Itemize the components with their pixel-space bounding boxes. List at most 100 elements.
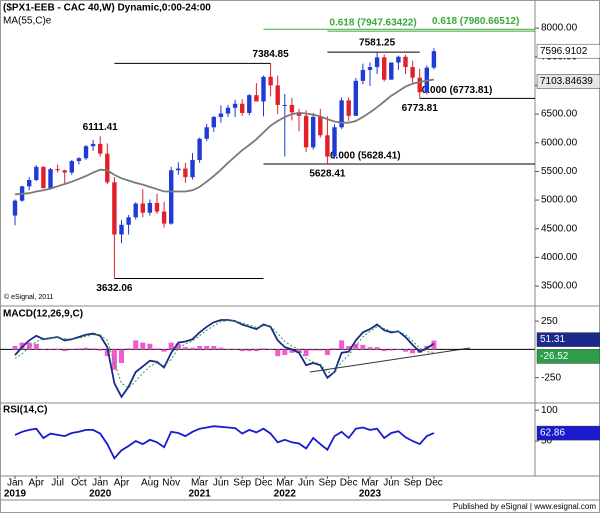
histogram-bar	[40, 349, 46, 350]
histogram-bar	[246, 349, 252, 352]
level-label: 0.618 (7947.63422)	[329, 18, 416, 29]
histogram-bar	[317, 349, 323, 351]
y-tick-label: 250	[541, 316, 558, 327]
x-tick-label: Aug	[141, 478, 159, 489]
candle-body	[261, 76, 266, 102]
x-tick-label: Sep	[233, 478, 251, 489]
point-label: 6111.41	[83, 122, 118, 133]
histogram-bar	[360, 344, 366, 350]
candle-body	[55, 169, 60, 171]
histogram-bar	[218, 347, 224, 350]
x-year-label: 2023	[359, 489, 382, 500]
y-tick-label: 6500.00	[541, 109, 578, 120]
candle-body	[431, 51, 437, 68]
value-tag-label: 62.86	[540, 428, 565, 439]
candle-body	[69, 161, 74, 173]
credit: © eSignal, 2011	[4, 293, 54, 301]
level-label: 0.000 (5628.41)	[330, 151, 401, 162]
candle-body	[268, 76, 273, 86]
histogram-bar	[154, 348, 160, 350]
histogram-bar	[147, 343, 153, 350]
histogram-bar	[268, 349, 274, 350]
histogram-bar	[76, 348, 82, 350]
histogram-bar	[83, 347, 89, 350]
point-label: 7384.85	[253, 49, 290, 60]
y-tick-label: -250	[541, 372, 561, 383]
candle-body	[119, 224, 124, 235]
histogram-bar	[204, 346, 210, 350]
candle-body	[211, 116, 216, 128]
histogram-bar	[119, 349, 124, 363]
candle-body	[374, 57, 380, 68]
series-line	[14, 320, 434, 389]
value-tag-label: -26.52	[540, 351, 569, 362]
value-tag-label: 51.31	[540, 334, 565, 345]
candle-body	[318, 116, 323, 136]
histogram-bar	[48, 349, 53, 350]
x-tick-label: Dec	[340, 478, 358, 489]
histogram-bar	[232, 349, 238, 350]
histogram-bar	[175, 343, 181, 350]
histogram-bar	[12, 346, 18, 350]
histogram-bar	[381, 349, 387, 352]
candle-body	[232, 103, 238, 108]
x-tick-label: Sep	[319, 478, 337, 489]
point-label: 7581.25	[359, 38, 396, 49]
histogram-bar	[33, 343, 39, 350]
histogram-bar	[275, 349, 281, 357]
y-tick-label: 4500.00	[541, 223, 578, 234]
x-tick-label: Jan	[7, 478, 23, 489]
histogram-bar	[374, 347, 380, 350]
candle-body	[240, 103, 245, 113]
histogram-bar	[197, 346, 203, 350]
histogram-bar	[90, 348, 96, 350]
candle-body	[169, 170, 174, 224]
y-tick-label: 3500.00	[541, 281, 578, 292]
candle-body	[296, 112, 302, 116]
histogram-bar	[168, 342, 174, 350]
candle-body	[303, 115, 309, 148]
histogram-bar	[282, 349, 288, 356]
candle-body	[83, 146, 89, 159]
x-year-label: 2022	[274, 489, 297, 500]
histogram-bar	[161, 349, 167, 352]
candle-body	[353, 80, 358, 116]
histogram-bar	[261, 348, 266, 350]
value-tag-label: 7596.9102	[540, 46, 588, 57]
value-tag-label: 7103.84639	[540, 76, 593, 87]
x-tick-label: Dec	[255, 478, 273, 489]
histogram-bar	[97, 349, 103, 351]
candle-body	[325, 135, 330, 157]
candle-body	[197, 138, 202, 160]
histogram-bar	[225, 348, 231, 350]
candle-body	[147, 202, 153, 213]
point-label: 3632.06	[96, 283, 133, 294]
histogram-bar	[403, 349, 408, 352]
candle-body	[417, 77, 422, 93]
candle-body	[339, 100, 344, 128]
histogram-bar	[388, 349, 394, 351]
candle-body	[289, 104, 295, 113]
candle-body	[12, 200, 18, 216]
candle-body	[48, 169, 53, 189]
candle-body	[41, 166, 46, 189]
histogram-bar	[26, 342, 32, 350]
point-label: 5628.41	[309, 169, 346, 180]
candle-body	[34, 166, 39, 181]
x-year-label: 2021	[188, 489, 211, 500]
candle-body	[76, 158, 82, 162]
value-tag	[536, 74, 600, 89]
y-tick-label: 100	[541, 405, 558, 416]
histogram-bar	[140, 342, 146, 350]
x-tick-label: Jun	[383, 478, 399, 489]
histogram-bar	[104, 349, 110, 357]
histogram-bar	[182, 347, 188, 350]
candle-body	[105, 153, 110, 183]
y-tick-label: 5000.00	[541, 195, 578, 206]
histogram-bar	[239, 349, 245, 352]
point-label: 6773.81	[402, 103, 439, 114]
level-label: 0.000 (6773.81)	[422, 85, 493, 96]
histogram-bar	[410, 349, 416, 354]
candle-body	[225, 107, 231, 114]
